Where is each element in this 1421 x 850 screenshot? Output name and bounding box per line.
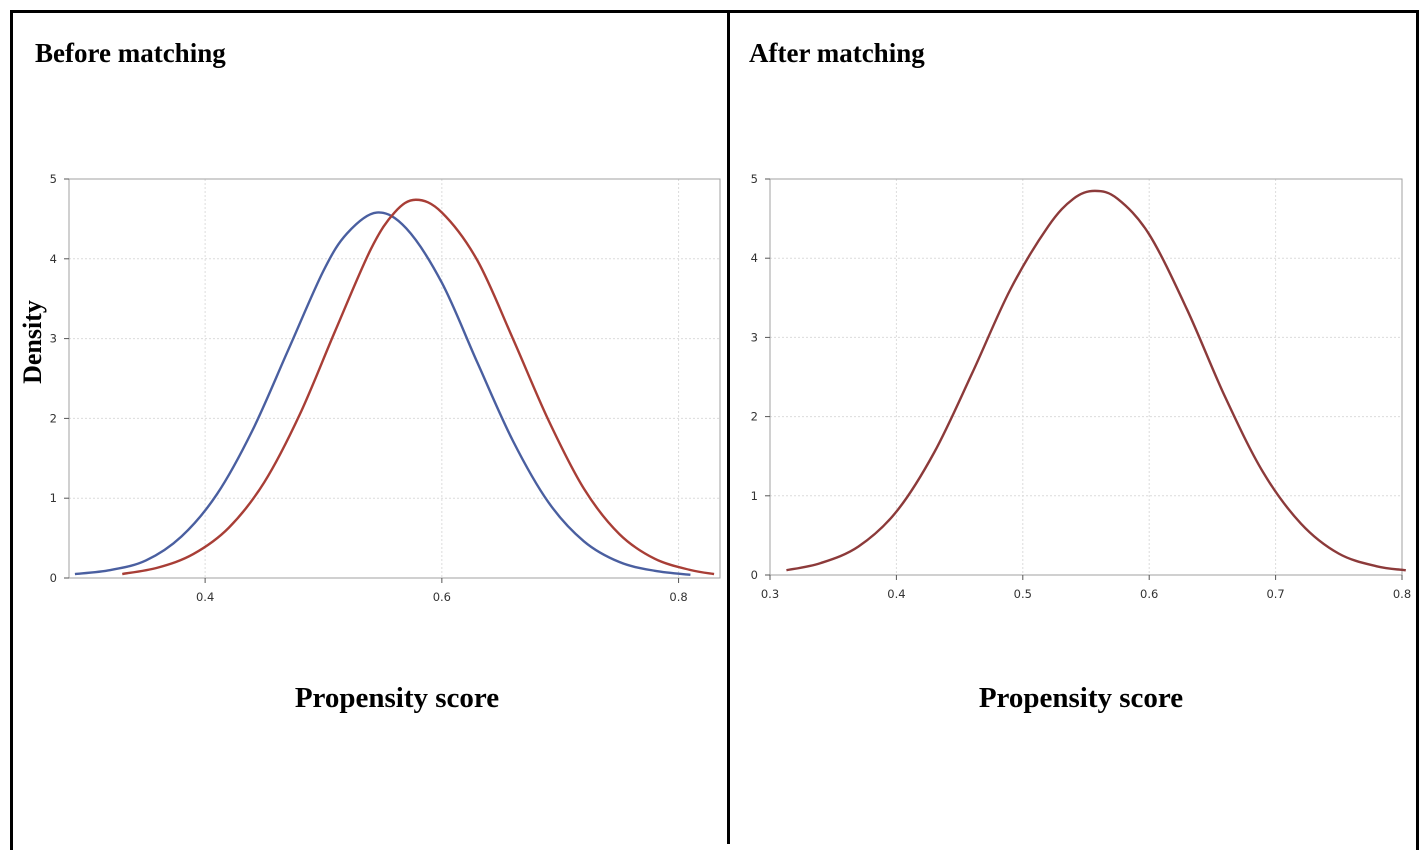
after-xtick-label: 0.4 bbox=[887, 587, 905, 601]
panel-divider bbox=[727, 10, 730, 844]
after-ytick-label: 1 bbox=[751, 489, 758, 503]
before-xtick-label: 0.6 bbox=[433, 590, 451, 604]
after-ytick-label: 5 bbox=[751, 172, 758, 186]
panel-title-before: Before matching bbox=[35, 38, 226, 68]
after-ytick-label: 3 bbox=[751, 330, 758, 344]
before-ytick-label: 2 bbox=[50, 411, 57, 425]
before-xtick-label: 0.8 bbox=[669, 590, 687, 604]
before-ytick-label: 3 bbox=[50, 332, 57, 346]
before-ytick-label: 5 bbox=[50, 172, 57, 186]
before-plot-frame bbox=[68, 178, 721, 579]
density-chart-after: 0.3 0.4 0.5 0.6 0.7 0.8 0 1 2 3 4 5 bbox=[751, 172, 1411, 601]
after-ytick-label: 0 bbox=[751, 568, 758, 582]
after-xtick-label: 0.6 bbox=[1140, 587, 1158, 601]
after-xtick-label: 0.3 bbox=[761, 587, 779, 601]
after-ytick-label: 2 bbox=[751, 410, 758, 424]
after-xtick-label: 0.8 bbox=[1393, 587, 1411, 601]
after-xtick-label: 0.5 bbox=[1014, 587, 1032, 601]
after-series-line-0 bbox=[786, 189, 1406, 572]
before-series-line-0 bbox=[74, 211, 691, 577]
figure-frame bbox=[10, 10, 1419, 850]
x-axis-label-before: Propensity score bbox=[294, 682, 500, 714]
before-ytick-label: 1 bbox=[50, 491, 57, 505]
before-xtick-label: 0.4 bbox=[196, 590, 214, 604]
panel-title-after: After matching bbox=[749, 38, 925, 68]
after-xtick-label: 0.7 bbox=[1266, 587, 1284, 601]
before-series-line-1 bbox=[122, 198, 715, 576]
x-axis-label-after: Propensity score bbox=[978, 682, 1184, 714]
after-plot-frame bbox=[769, 178, 1403, 576]
after-ytick-label: 4 bbox=[751, 251, 758, 265]
density-chart-before: 0.4 0.6 0.8 0 1 2 3 4 5 bbox=[50, 172, 721, 604]
before-ytick-label: 0 bbox=[50, 571, 57, 585]
before-ytick-label: 4 bbox=[50, 252, 57, 266]
